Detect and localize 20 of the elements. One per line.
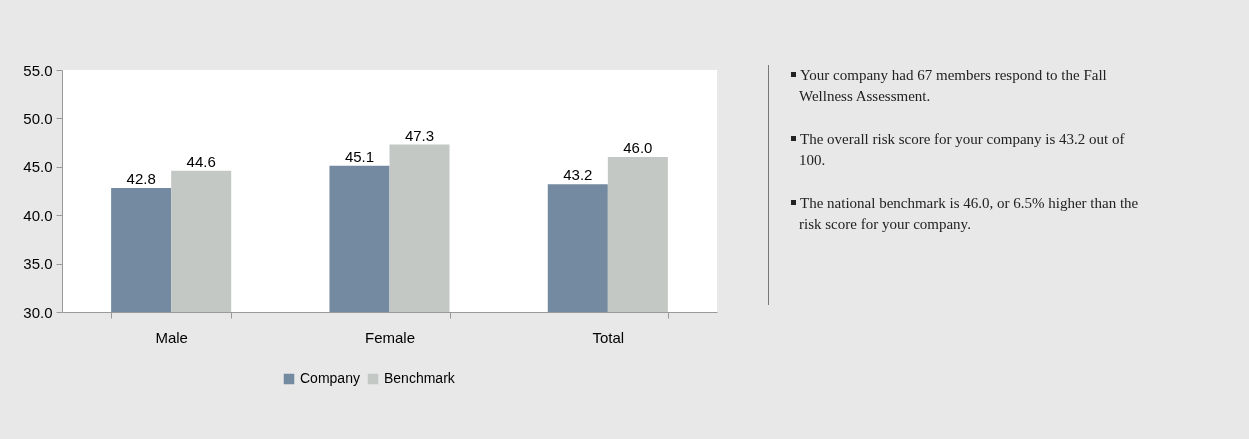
text: Your company had 67 members respond to the Fall Wellness Assessment. xyxy=(798,66,1108,106)
text: The national benchmark is 46.0, or 6.5% higher than the risk score for your company. xyxy=(798,194,1140,234)
x-tick-label: Total xyxy=(592,328,625,346)
text: The overall risk score for your company is 43.2 out of 100. xyxy=(798,130,1126,170)
x-tick-label: Female xyxy=(364,328,416,346)
x-tick-label: Male xyxy=(155,328,188,346)
data-label: 46.0 xyxy=(623,139,653,157)
y-tick-label: 30.0 xyxy=(23,303,53,321)
y-tick-label: 35.0 xyxy=(23,255,53,273)
legend-label: Benchmark xyxy=(384,370,456,386)
data-label: 44.6 xyxy=(186,152,216,170)
y-tick-label: 50.0 xyxy=(23,109,53,127)
data-label: 47.3 xyxy=(404,126,435,144)
data-label: 42.8 xyxy=(126,170,156,188)
y-tick-label: 40.0 xyxy=(23,206,53,224)
y-tick-label: 45.0 xyxy=(23,158,53,176)
legend-label: Company xyxy=(300,370,360,386)
data-label: 45.1 xyxy=(344,147,375,165)
data-label: 43.2 xyxy=(563,166,593,184)
y-tick-label: 55.0 xyxy=(23,61,53,79)
